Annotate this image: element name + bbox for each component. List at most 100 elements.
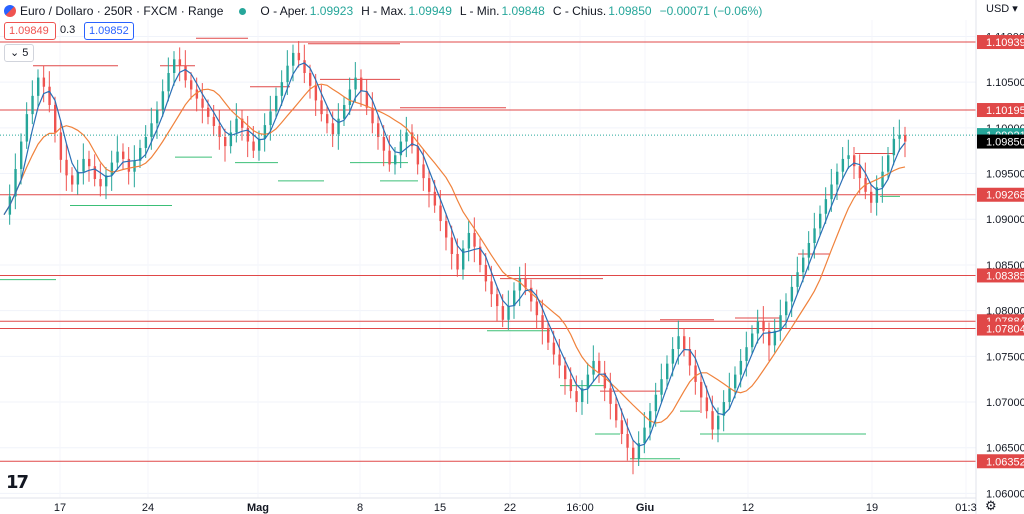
x-tick-label: 15 [434,502,446,514]
ma-fast-line [3,62,906,447]
candle-body [394,155,397,165]
candle-body [717,415,720,430]
candle-body [320,100,323,115]
candle-body [830,184,833,200]
x-tick-label: 01:3 [955,502,976,514]
candle-body [416,146,420,165]
low-value: 1.09848 [501,4,545,18]
candle-body [365,91,369,108]
candle-body [48,86,51,105]
candle-body [467,232,471,249]
candle-body [93,166,97,180]
candle-body [235,118,238,133]
chevron-down-icon: ▾ [1012,3,1018,15]
candle-body [59,132,63,160]
level-price-label: 1.08385 [986,270,1024,282]
candle-body [671,349,675,364]
y-tick-label: 1.09000 [986,214,1024,226]
candle-body [371,107,374,124]
range-segments [0,37,900,460]
currency-selector[interactable]: USD ▾ [986,2,1018,15]
candle-body [535,301,539,316]
candle-body [207,107,210,117]
candle-body [348,89,352,105]
x-tick-label: 8 [357,502,363,514]
candle-body [133,160,136,172]
spread-value: 0.3 [60,24,76,36]
candle-body [31,95,34,115]
candle-body [728,388,731,403]
level-price-label: 1.06352 [986,456,1024,468]
level-price-tag [977,454,1024,469]
candle-body [575,391,578,403]
candle-body [42,77,46,87]
candle-body [558,354,561,366]
candle-body [280,82,284,96]
candle-body [405,132,408,142]
candle-body [303,60,306,74]
currency-label: USD [986,3,1010,15]
candle-body [530,287,533,302]
candle-body [326,114,329,124]
candle-body [411,132,414,147]
candle-body [785,301,788,316]
candle-body [496,294,499,307]
candle-body [870,191,873,203]
candle-body [711,411,714,430]
candle-body [615,403,618,421]
candle-body [768,330,771,346]
candle-body [734,374,737,389]
ma-slow-line [3,83,906,424]
x-tick-label: 12 [742,502,754,514]
buy-button[interactable]: 1.09852 [84,22,134,40]
candle-body [309,73,312,86]
candle-body [360,77,363,92]
candle-body [660,379,663,395]
candle-body [473,232,476,247]
candle-body [173,59,176,74]
candle-body [620,420,624,435]
candle-body [399,141,403,156]
sell-button[interactable]: 1.09849 [4,22,56,40]
x-tick-label: 17 [54,502,66,514]
close-label: C - Chius. [552,4,607,18]
last-price-tag [977,134,1024,149]
candle-body [246,127,250,142]
indicators-toggle-button[interactable]: ⌄ 5 [4,44,35,62]
y-tick-label: 1.06000 [986,488,1024,500]
candle-body [779,315,782,331]
candle-body [37,77,40,96]
tradingview-logo-icon[interactable]: 17 [6,472,29,493]
indicators-count: 5 [22,47,29,59]
candle-body [275,95,278,112]
candle-body [654,394,658,412]
open-label: O - Aper. [260,4,308,18]
gear-icon[interactable]: ⚙ [985,498,997,513]
open-value: 1.09923 [309,4,354,18]
candle-body [688,349,692,366]
candle-body [139,147,142,161]
candle-body [898,135,901,139]
legend-row: Euro / Dollaro · 250R · FXCM · Range O -… [4,2,770,20]
candle-body [167,73,170,92]
candle-body [813,228,816,244]
candle-body [881,171,884,188]
level-price-label: 1.10939 [986,37,1024,49]
candle-body [462,248,465,270]
candle-body [20,141,23,169]
symbol-title[interactable]: Euro / Dollaro · 250R · FXCM · Range [20,4,224,18]
candle-body [292,52,295,66]
candle-body [802,257,805,273]
candle-body [297,52,301,61]
time-axis[interactable]: 17 24 Mag 8 15 22 16:00 Giu 12 19 01:3 [0,497,977,514]
candle-body [904,135,907,142]
price-axis[interactable]: 1.110001.105001.100001.095001.090001.085… [975,0,1024,514]
candle-body [484,264,488,282]
x-tick-label: 22 [504,502,516,514]
candle-body [603,372,607,389]
candle-body [541,315,544,329]
candle-body [377,123,380,137]
candle-body [212,116,216,127]
candle-body [836,171,839,185]
